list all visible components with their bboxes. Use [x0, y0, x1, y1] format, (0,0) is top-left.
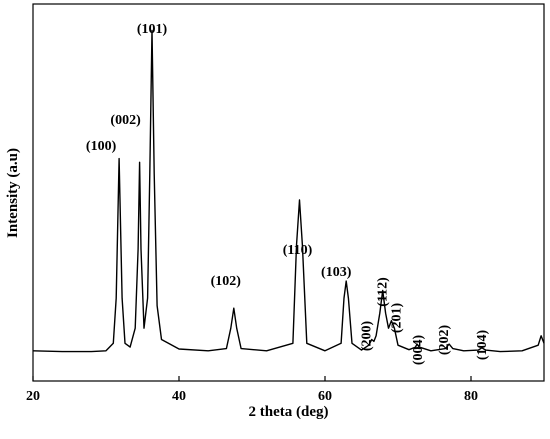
peak-label: (100) [86, 139, 117, 154]
plot-frame [32, 3, 545, 382]
peak-label: (101) [137, 22, 168, 37]
peak-label: (004) [411, 335, 426, 366]
peak-label: (201) [389, 303, 404, 334]
peak-label: (104) [475, 330, 490, 361]
x-tick-label: 80 [464, 389, 478, 404]
peak-label: (103) [321, 265, 352, 280]
x-tick-label: 20 [26, 389, 40, 404]
peak-label: (102) [211, 274, 242, 289]
x-axis-label: 2 theta (deg) [249, 404, 329, 420]
peak-label: (112) [376, 277, 391, 307]
peak-label: (202) [437, 325, 452, 356]
peak-labels: (100) (002) (101) (102) (110) (103) (200)(112)… [86, 22, 490, 365]
peak-label: (200) [360, 321, 375, 352]
peak-label: (002) [110, 113, 141, 128]
x-tick-label: 60 [318, 389, 332, 404]
peak-label: (110) [283, 243, 313, 258]
y-axis-label: Intensity (a.u) [5, 148, 21, 238]
x-tick-label: 40 [172, 389, 186, 404]
series-line [32, 29, 545, 353]
x-axis-ticks: 20 40 60 80 [26, 376, 478, 404]
